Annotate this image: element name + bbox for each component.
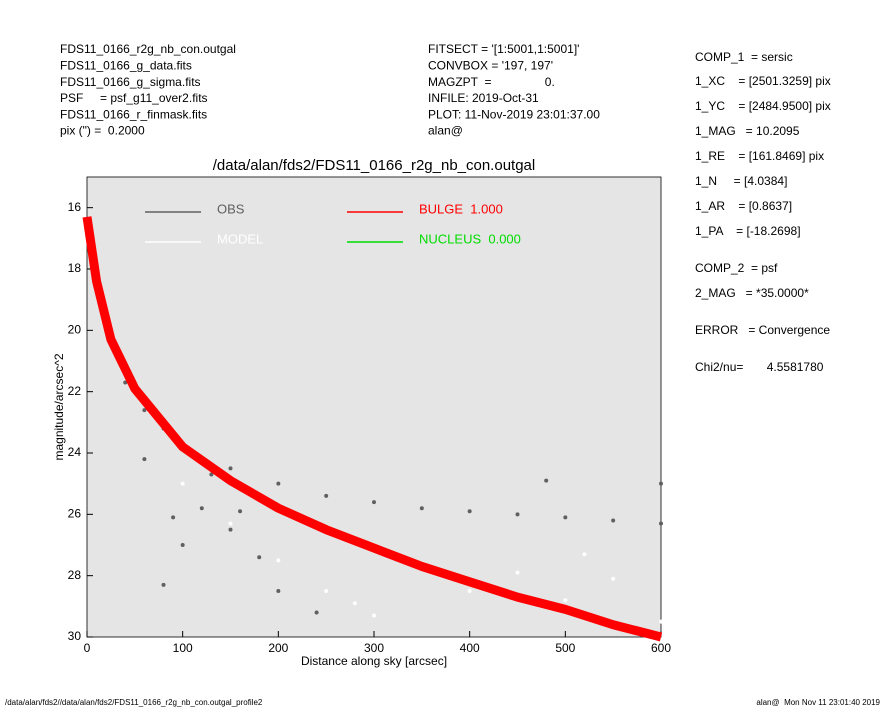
y-tick-label: 30 (68, 629, 82, 643)
model-band (82, 216, 663, 642)
chart-title: /data/alan/fds2/FDS11_0166_r2g_nb_con.ou… (213, 157, 535, 174)
x-tick-label: 300 (364, 641, 384, 655)
header-line: MAGZPT = 0. (428, 75, 555, 89)
header-line: FDS11_0166_g_data.fits (60, 58, 192, 72)
data-point (209, 472, 214, 477)
parameter-line: 2_MAG = *35.0000* (695, 286, 809, 300)
data-point (563, 598, 568, 603)
parameter-line: ERROR = Convergence (695, 323, 830, 337)
data-point (372, 613, 376, 618)
parameter-line: 1_AR = [0.8637] (695, 199, 792, 213)
data-point (582, 552, 587, 557)
data-point (238, 509, 243, 514)
data-point (563, 515, 568, 520)
data-point (276, 481, 281, 486)
footer-left: /data/alan/fds2//data/alan/fds2/FDS11_01… (5, 698, 263, 707)
legend-label: BULGE 1.000 (419, 201, 503, 216)
data-point (276, 589, 281, 593)
y-tick-label: 26 (68, 507, 82, 521)
parameter-line: 1_MAG = 10.2095 (695, 124, 800, 138)
data-point (324, 493, 329, 498)
parameter-line: COMP_1 = sersic (695, 50, 793, 64)
data-point (659, 521, 663, 526)
header-line: CONVBOX = '197, 197' (428, 58, 553, 72)
header-line: FDS11_0166_r_finmask.fits (60, 107, 207, 121)
header-line: FDS11_0166_g_sigma.fits (60, 75, 201, 89)
x-tick-label: 400 (460, 641, 480, 655)
parameter-line: COMP_2 = psf (695, 261, 778, 275)
data-point (515, 570, 520, 575)
data-point (228, 466, 233, 471)
x-tick-label: 600 (651, 641, 671, 655)
data-point (228, 521, 233, 526)
data-point (515, 512, 520, 517)
data-point (352, 601, 357, 606)
data-point (372, 500, 376, 505)
y-tick-label: 16 (68, 200, 82, 214)
data-point (611, 576, 616, 581)
parameter-line: 1_YC = [2484.9500] pix (695, 99, 831, 113)
y-tick-label: 24 (68, 445, 82, 459)
data-point (199, 506, 204, 511)
y-tick-label: 18 (68, 261, 82, 275)
data-point (276, 558, 281, 563)
parameter-line: 1_RE = [161.8469] pix (695, 149, 824, 163)
y-axis-label: magnitude/arcsec^2 (52, 353, 66, 460)
data-point (314, 610, 319, 615)
legend-label: OBS (217, 201, 245, 216)
data-point (611, 518, 616, 523)
parameter-line: 1_PA = [-18.2698] (695, 224, 801, 238)
data-point (180, 543, 185, 547)
data-point (257, 555, 262, 560)
header-line: PLOT: 11-Nov-2019 23:01:37.00 (428, 107, 600, 121)
header-line: PSF = psf_g11_over2.fits (60, 91, 208, 105)
data-point (324, 589, 329, 593)
parameter-line: Chi2/nu= 4.5581780 (695, 360, 824, 374)
data-point (171, 515, 176, 520)
data-point (228, 527, 233, 532)
legend-label: MODEL (217, 231, 263, 246)
data-point (142, 408, 147, 413)
data-point (544, 478, 549, 483)
data-point (659, 619, 663, 624)
data-point (123, 380, 128, 385)
data-point (161, 582, 166, 587)
y-tick-label: 22 (68, 384, 82, 398)
y-tick-label: 20 (68, 323, 82, 337)
x-tick-label: 200 (268, 641, 288, 655)
header-line: alan@ (428, 124, 463, 138)
data-point (419, 506, 424, 511)
data-point (142, 457, 147, 462)
data-point (180, 481, 185, 486)
parameter-line: 1_N = [4.0384] (695, 174, 787, 188)
footer-right: alan@ Mon Nov 11 23:01:40 2019 (756, 698, 880, 707)
data-point (467, 509, 472, 514)
header-line: FITSECT = '[1:5001,1:5001]' (428, 42, 579, 56)
data-point (659, 481, 663, 486)
parameter-line: 1_XC = [2501.3259] pix (695, 74, 831, 88)
legend-label: NUCLEUS 0.000 (419, 231, 521, 246)
data-point (467, 589, 472, 593)
plot-area (86, 176, 662, 638)
x-tick-label: 100 (173, 641, 193, 655)
x-axis-label: Distance along sky [arcsec] (301, 654, 447, 668)
x-tick-label: 500 (555, 641, 575, 655)
y-tick-label: 28 (68, 568, 82, 582)
header-line: FDS11_0166_r2g_nb_con.outgal (60, 42, 236, 56)
x-tick-label: 0 (84, 641, 91, 655)
header-line: pix (") = 0.2000 (60, 124, 145, 138)
header-line: INFILE: 2019-Oct-31 (428, 91, 539, 105)
